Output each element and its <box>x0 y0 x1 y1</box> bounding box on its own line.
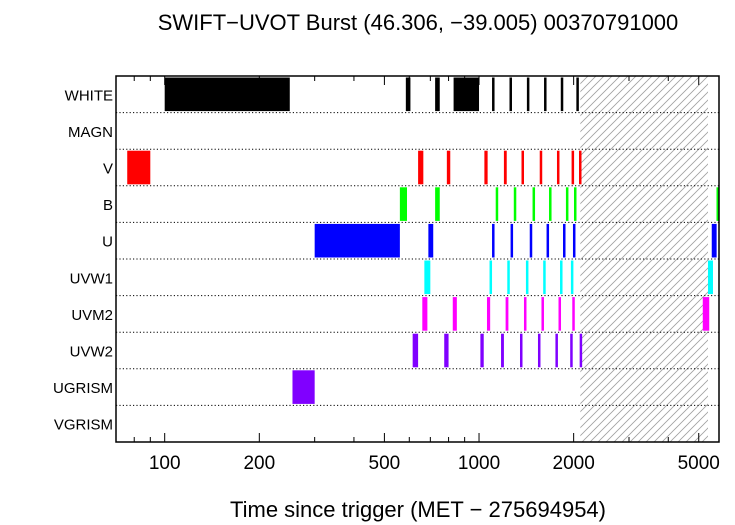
exposure-bar-b-6 <box>565 187 569 221</box>
exposure-bar-uvw1-6 <box>570 260 574 295</box>
x-tick-label: 2000 <box>553 453 595 474</box>
exposure-bar-v-6 <box>539 150 543 185</box>
exposure-bar-ugrism-0 <box>292 370 315 404</box>
exposure-bar-white-7 <box>544 77 547 112</box>
exposure-bar-v-8 <box>571 150 575 185</box>
exposure-bar-v-1 <box>418 150 424 185</box>
exposure-bar-u-3 <box>510 223 514 258</box>
row-label-magn: MAGN <box>68 124 113 141</box>
exposure-bar-uvw2-2 <box>480 333 484 368</box>
exposure-bar-uvm2-4 <box>523 297 527 331</box>
exposure-bar-uvw2-0 <box>412 333 419 368</box>
row-label-u: U <box>102 234 113 251</box>
exposure-bar-b-3 <box>513 187 517 221</box>
row-label-uvw2: UVW2 <box>70 344 113 361</box>
exposure-bar-v-9 <box>579 150 582 185</box>
x-axis-ticks: 100 200 500 1000 2000 5000 <box>115 76 720 474</box>
exposure-bar-b-0 <box>399 187 407 221</box>
exposure-bar-white-2 <box>435 77 440 112</box>
x-tick-label: 5000 <box>678 453 720 474</box>
exposure-bar-v-7 <box>556 150 560 185</box>
filter-labels: WHITE MAGN V B U UVW1 UVM2 UVW2 UGRISM VGRISM <box>53 87 113 433</box>
exposure-bar-white-3 <box>453 77 480 112</box>
exposure-bar-u-2 <box>492 223 495 258</box>
exposure-bar-uvw1-7 <box>707 260 713 295</box>
exposure-bar-uvm2-5 <box>541 297 544 331</box>
exposure-bar-u-5 <box>546 223 550 258</box>
x-tick-label: 200 <box>243 453 275 474</box>
x-axis-label: Time since trigger (MET − 275694954) <box>230 497 606 522</box>
exposure-bar-uvw1-2 <box>507 260 510 295</box>
exposure-bar-u-8 <box>711 223 717 258</box>
exposure-bar-v-3 <box>484 150 488 185</box>
x-tick-label: 1000 <box>458 453 500 474</box>
exposure-bar-white-9 <box>576 77 579 112</box>
exposure-bar-white-5 <box>509 77 512 112</box>
exposure-bar-v-0 <box>127 150 151 185</box>
row-label-uvm2: UVM2 <box>71 307 113 324</box>
exposure-bar-uvw2-3 <box>501 333 504 368</box>
chart-title: SWIFT−UVOT Burst (46.306, −39.005) 00370… <box>158 10 679 35</box>
exposure-bar-white-6 <box>526 77 530 112</box>
exposure-bar-uvw1-1 <box>489 260 493 295</box>
exposure-bar-b-7 <box>573 187 577 221</box>
exposure-bar-uvm2-7 <box>572 297 575 331</box>
exposure-bar-b-5 <box>549 187 552 221</box>
exposure-bar-white-1 <box>405 77 411 112</box>
exposure-bar-uvm2-2 <box>486 297 491 331</box>
exposure-bar-u-7 <box>572 223 576 258</box>
exposure-bar-v-4 <box>503 150 507 185</box>
exposure-bar-uvm2-3 <box>505 297 509 331</box>
exposure-bar-white-8 <box>560 77 564 112</box>
exposure-bar-uvw1-4 <box>543 260 546 295</box>
exposure-bar-uvw2-7 <box>570 333 573 368</box>
exposure-bar-b-8 <box>716 187 719 221</box>
row-label-ugrism: UGRISM <box>53 380 113 397</box>
exposure-bar-uvw2-4 <box>519 333 523 368</box>
exposure-bar-uvw1-5 <box>560 260 563 295</box>
row-label-vgrism: VGRISM <box>54 417 113 434</box>
x-tick-label: 100 <box>149 453 181 474</box>
exposure-bar-uvm2-6 <box>558 297 562 331</box>
x-tick-label: 500 <box>369 453 401 474</box>
exposure-bars <box>127 77 719 404</box>
exposure-bar-uvm2-1 <box>452 297 457 331</box>
row-label-b: B <box>103 197 113 214</box>
row-label-uvw1: UVW1 <box>70 270 113 287</box>
exposure-bar-uvw2-8 <box>579 333 583 368</box>
exposure-bar-b-4 <box>532 187 536 221</box>
exposure-bar-white-4 <box>492 77 495 112</box>
exposure-bar-u-6 <box>563 223 566 258</box>
exposure-bar-v-2 <box>446 150 451 185</box>
exposure-bar-uvw1-0 <box>424 260 431 295</box>
exposure-bar-u-0 <box>314 223 400 258</box>
exposure-bar-u-4 <box>529 223 533 258</box>
exposure-bar-uvm2-8 <box>702 297 710 331</box>
row-label-white: WHITE <box>65 87 113 104</box>
plot-frame <box>115 75 720 443</box>
exposure-bar-uvw2-6 <box>555 333 558 368</box>
exposure-bar-v-5 <box>521 150 525 185</box>
exposure-bar-white-0 <box>164 77 290 112</box>
exposure-bar-b-1 <box>435 187 440 221</box>
exposure-bar-uvw2-1 <box>444 333 449 368</box>
exposure-bar-b-2 <box>495 187 499 221</box>
exposure-bar-uvw1-3 <box>525 260 529 295</box>
exposure-bar-u-1 <box>428 223 434 258</box>
exposure-bar-uvw2-5 <box>537 333 541 368</box>
row-label-v: V <box>103 161 113 178</box>
exposure-bar-uvm2-0 <box>422 297 428 331</box>
